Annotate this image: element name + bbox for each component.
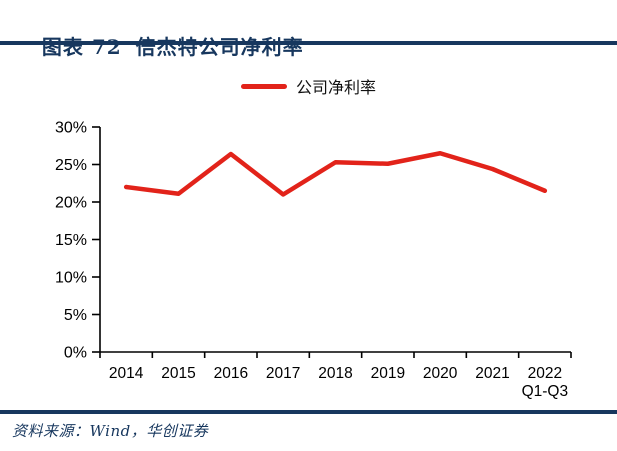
x-axis-tick-label: 2020: [423, 365, 458, 382]
net-margin-line-chart: 0% 5% 10% 15% 20% 25% 30% 2014 2015 2016 2017 2018 2…: [55, 120, 572, 400]
figure-title: 图表 72 倍杰特公司净利率: [10, 7, 304, 84]
figure-number-label: 图表 72: [41, 35, 122, 59]
y-axis-tick-label: 5%: [64, 307, 87, 324]
x-axis-tick-label: 2015: [161, 365, 195, 382]
legend-series-label: 公司净利率: [295, 78, 376, 97]
x-axis-tick-label: 2017: [266, 365, 300, 382]
x-axis-tick-label: 2022 Q1-Q3: [522, 365, 569, 400]
x-axis-tick-label: 2016: [214, 365, 248, 382]
y-axis-tick-label: 25%: [55, 157, 87, 174]
data-source-note: 资料来源：Wind，华创证券: [12, 422, 209, 440]
chart-legend: 公司净利率: [0, 74, 617, 98]
x-axis-tick-label: 2021: [475, 365, 509, 382]
y-axis-tick-label: 10%: [55, 270, 87, 287]
footer-divider: [0, 410, 617, 414]
y-axis-tick-label: 20%: [55, 195, 87, 212]
y-axis-tick-label: 15%: [55, 232, 87, 249]
legend-line-swatch: [240, 83, 287, 89]
series-line: [123, 151, 548, 197]
header-divider: [0, 41, 617, 45]
x-axis-tick-label: 2019: [371, 365, 405, 382]
y-axis-tick-label: 0%: [64, 345, 87, 362]
figure-title-text: 倍杰特公司净利率: [135, 35, 304, 59]
x-axis-tick-label: 2018: [318, 365, 352, 382]
y-axis-tick-label: 30%: [55, 120, 87, 137]
x-axis-tick-label: 2014: [109, 365, 144, 382]
